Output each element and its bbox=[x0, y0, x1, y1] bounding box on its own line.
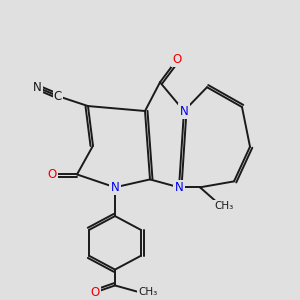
Text: N: N bbox=[33, 81, 41, 94]
Text: O: O bbox=[172, 53, 182, 66]
Text: N: N bbox=[111, 181, 119, 194]
Text: O: O bbox=[90, 286, 100, 299]
Text: N: N bbox=[180, 104, 188, 118]
Text: O: O bbox=[47, 168, 57, 181]
Text: N: N bbox=[175, 181, 183, 194]
Text: CH₃: CH₃ bbox=[138, 287, 158, 297]
Text: C: C bbox=[54, 90, 62, 103]
Text: CH₃: CH₃ bbox=[214, 201, 234, 211]
